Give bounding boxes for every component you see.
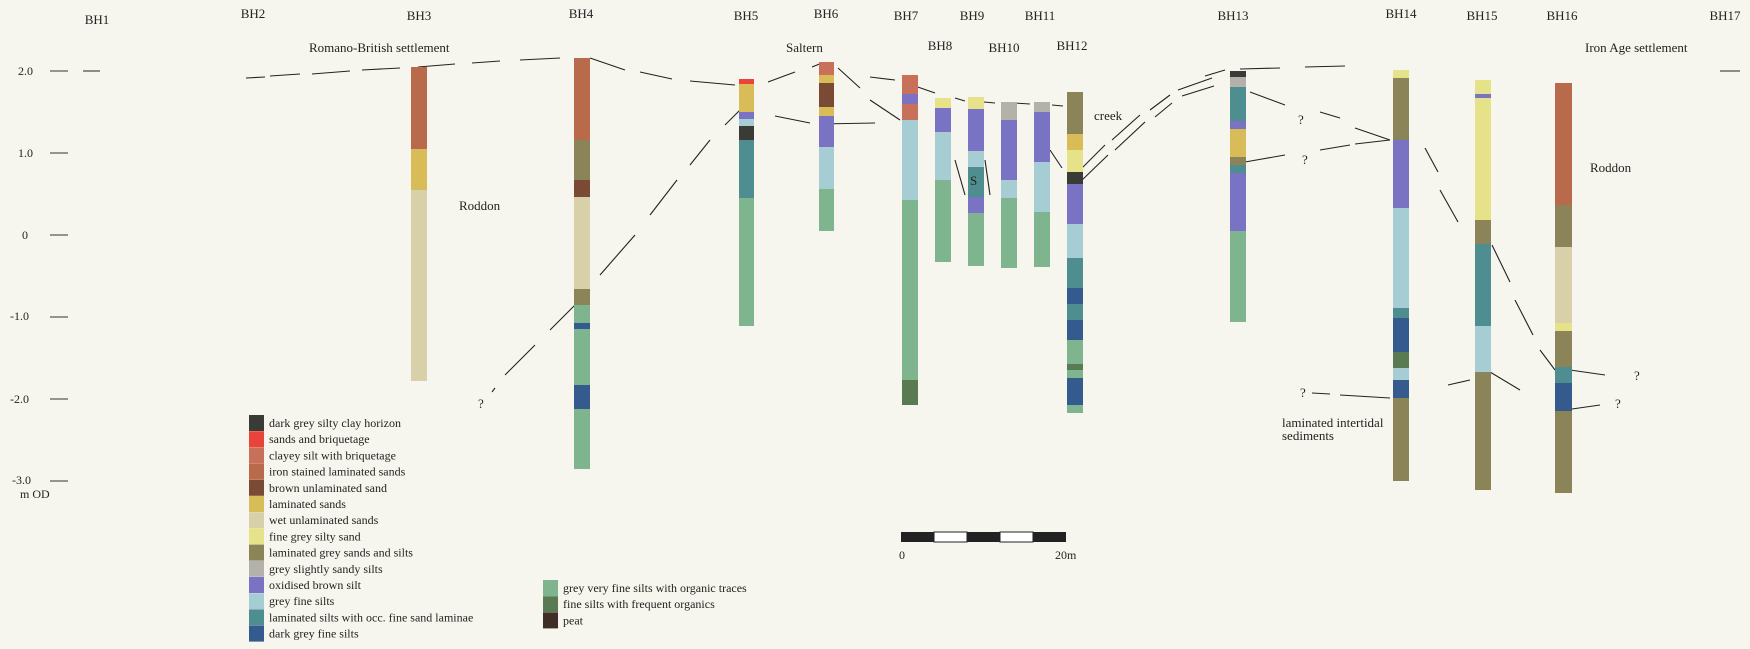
- borehole-label-bh7: BH7: [894, 8, 919, 23]
- annotation-saltern: Saltern: [786, 40, 823, 55]
- annotation-s-marker: S: [970, 173, 977, 188]
- annotation-roddon-left: Roddon: [459, 198, 501, 213]
- legend-label-dark-grey-fine-silts: dark grey fine silts: [269, 627, 359, 641]
- axis-tick-label: 1.0: [18, 146, 33, 160]
- legend-swatch-iron-stained-laminated-sands: [249, 463, 264, 480]
- elevation-axis: 2.0 1.0 0 -1.0 -2.0 -3.0 m OD: [10, 64, 68, 501]
- annotation-roddon-right: Roddon: [1590, 160, 1632, 175]
- borehole-log-bh5: [739, 79, 754, 326]
- legend-swatch-peat: [543, 612, 558, 629]
- scale-bar-zero: 0: [899, 548, 905, 562]
- borehole-label-bh11: BH11: [1025, 8, 1056, 23]
- legend-swatch-grey-slightly-sandy-silts: [249, 560, 264, 577]
- borehole-label-bh10: BH10: [988, 40, 1019, 55]
- legend-swatch-grey-fine-silts: [249, 593, 264, 610]
- legend-swatch-laminated-silts-with-occ-fine-sand-laminae: [249, 609, 264, 626]
- borehole-log-bh6: [819, 62, 834, 231]
- borehole-log-bh7: [902, 75, 918, 405]
- borehole-log-bh3: [411, 67, 427, 381]
- correlation-lines: [83, 57, 1740, 411]
- annotation-laminated-line-1: laminated intertidal: [1282, 415, 1384, 430]
- legend-label-laminated-grey-sands-and-silts: laminated grey sands and silts: [269, 546, 413, 560]
- borehole-log-bh11: [1034, 102, 1050, 267]
- axis-tick-label: 2.0: [18, 64, 33, 78]
- legend-label-brown-unlaminated-sand: brown unlaminated sand: [269, 481, 387, 495]
- uncertain-marker: ?: [478, 396, 484, 411]
- borehole-log-bh15: [1475, 80, 1491, 490]
- legend-swatch-laminated-sands: [249, 496, 264, 512]
- scale-bar-end: 20m: [1055, 548, 1077, 562]
- borehole-log-bh8: [935, 98, 951, 262]
- borehole-label-bh3: BH3: [407, 8, 432, 23]
- scale-bar: 0 20m: [899, 531, 1077, 562]
- legend-label-laminated-silts-with-occ-fine-sand-laminae: laminated silts with occ. fine sand lami…: [269, 610, 473, 624]
- axis-unit-label: m OD: [20, 487, 50, 501]
- axis-tick-label: -3.0: [12, 473, 31, 487]
- legend-swatch-clayey-silt-with-briquetage: [249, 447, 264, 464]
- borehole-log-bh10: [1001, 102, 1017, 268]
- borehole-log-bh4: [574, 58, 590, 469]
- borehole-log-bh12: [1067, 92, 1083, 413]
- legend: dark grey silty clay horizon sands and br…: [249, 415, 747, 642]
- uncertain-marker: ?: [1634, 368, 1640, 383]
- borehole-label-bh13: BH13: [1217, 8, 1248, 23]
- legend-label-clayey-silt-with-briquetage: clayey silt with briquetage: [269, 448, 396, 462]
- legend-swatch-dark-grey-fine-silts: [249, 625, 264, 642]
- legend-swatch-brown-unlaminated-sand: [249, 479, 264, 496]
- legend-swatch-grey-very-fine-silts-with-organic-traces: [543, 580, 558, 596]
- uncertain-marker: ?: [1298, 112, 1304, 127]
- legend-swatch-oxidised-brown-silt: [249, 577, 264, 593]
- annotation-romano-british-settlement: Romano-British settlement: [309, 40, 450, 55]
- legend-label-iron-stained-laminated-sands: iron stained laminated sands: [269, 465, 406, 479]
- legend-label-fine-grey-silty-sand: fine grey silty sand: [269, 529, 361, 543]
- borehole-labels: BH1 BH2 BH3 BH4 BH5 BH6 BH7 BH8 BH9 BH10…: [85, 6, 1741, 55]
- borehole-label-bh16: BH16: [1546, 8, 1578, 23]
- borehole-label-bh14: BH14: [1385, 6, 1417, 21]
- legend-label-dark-grey-silty-clay-horizon: dark grey silty clay horizon: [269, 416, 401, 430]
- axis-tick-label: 0: [22, 228, 28, 242]
- borehole-label-bh5: BH5: [734, 8, 759, 23]
- legend-label-grey-fine-silts: grey fine silts: [269, 594, 335, 608]
- legend-label-wet-unlaminated-sands: wet unlaminated sands: [269, 513, 379, 527]
- legend-swatch-laminated-grey-sands-and-silts: [249, 544, 264, 561]
- uncertain-marker: ?: [1615, 396, 1621, 411]
- borehole-label-bh6: BH6: [814, 6, 839, 21]
- borehole-label-bh9: BH9: [960, 8, 985, 23]
- axis-tick-label: -2.0: [10, 392, 29, 406]
- annotation-creek: creek: [1094, 108, 1123, 123]
- borehole-logs: [411, 58, 1572, 493]
- borehole-log-bh14: [1393, 70, 1409, 481]
- annotation-iron-age-settlement: Iron Age settlement: [1585, 40, 1688, 55]
- legend-swatch-sands-and-briquetage: [249, 431, 264, 448]
- borehole-label-bh15: BH15: [1466, 8, 1497, 23]
- legend-swatch-wet-unlaminated-sands: [249, 512, 264, 529]
- legend-label-grey-very-fine-silts-with-organic-traces: grey very fine silts with organic traces: [563, 581, 747, 595]
- borehole-label-bh8: BH8: [928, 38, 953, 53]
- legend-label-grey-slightly-sandy-silts: grey slightly sandy silts: [269, 562, 383, 576]
- legend-label-oxidised-brown-silt: oxidised brown silt: [269, 578, 362, 592]
- uncertain-marker: ?: [1302, 152, 1308, 167]
- borehole-log-bh9: [968, 97, 984, 266]
- legend-label-peat: peat: [563, 613, 584, 627]
- borehole-label-bh17: BH17: [1709, 8, 1741, 23]
- borehole-log-bh16: [1555, 83, 1572, 493]
- legend-label-laminated-sands: laminated sands: [269, 497, 346, 511]
- annotation-laminated-line-2: sediments: [1282, 428, 1334, 443]
- uncertain-marker: ?: [1300, 385, 1306, 400]
- borehole-label-bh12: BH12: [1056, 38, 1087, 53]
- site-annotations: Romano-British settlement Saltern Iron A…: [309, 40, 1688, 443]
- borehole-label-bh2: BH2: [241, 6, 266, 21]
- legend-swatch-dark-grey-silty-clay-horizon: [249, 415, 264, 431]
- borehole-label-bh1: BH1: [85, 12, 110, 27]
- borehole-label-bh4: BH4: [569, 6, 594, 21]
- borehole-log-bh13: [1230, 71, 1246, 322]
- axis-tick-label: -1.0: [10, 309, 29, 323]
- legend-label-sands-and-briquetage: sands and briquetage: [269, 432, 370, 446]
- legend-swatch-fine-silts-with-frequent-organics: [543, 596, 558, 613]
- legend-swatch-fine-grey-silty-sand: [249, 528, 264, 545]
- legend-label-fine-silts-with-frequent-organics: fine silts with frequent organics: [563, 597, 715, 611]
